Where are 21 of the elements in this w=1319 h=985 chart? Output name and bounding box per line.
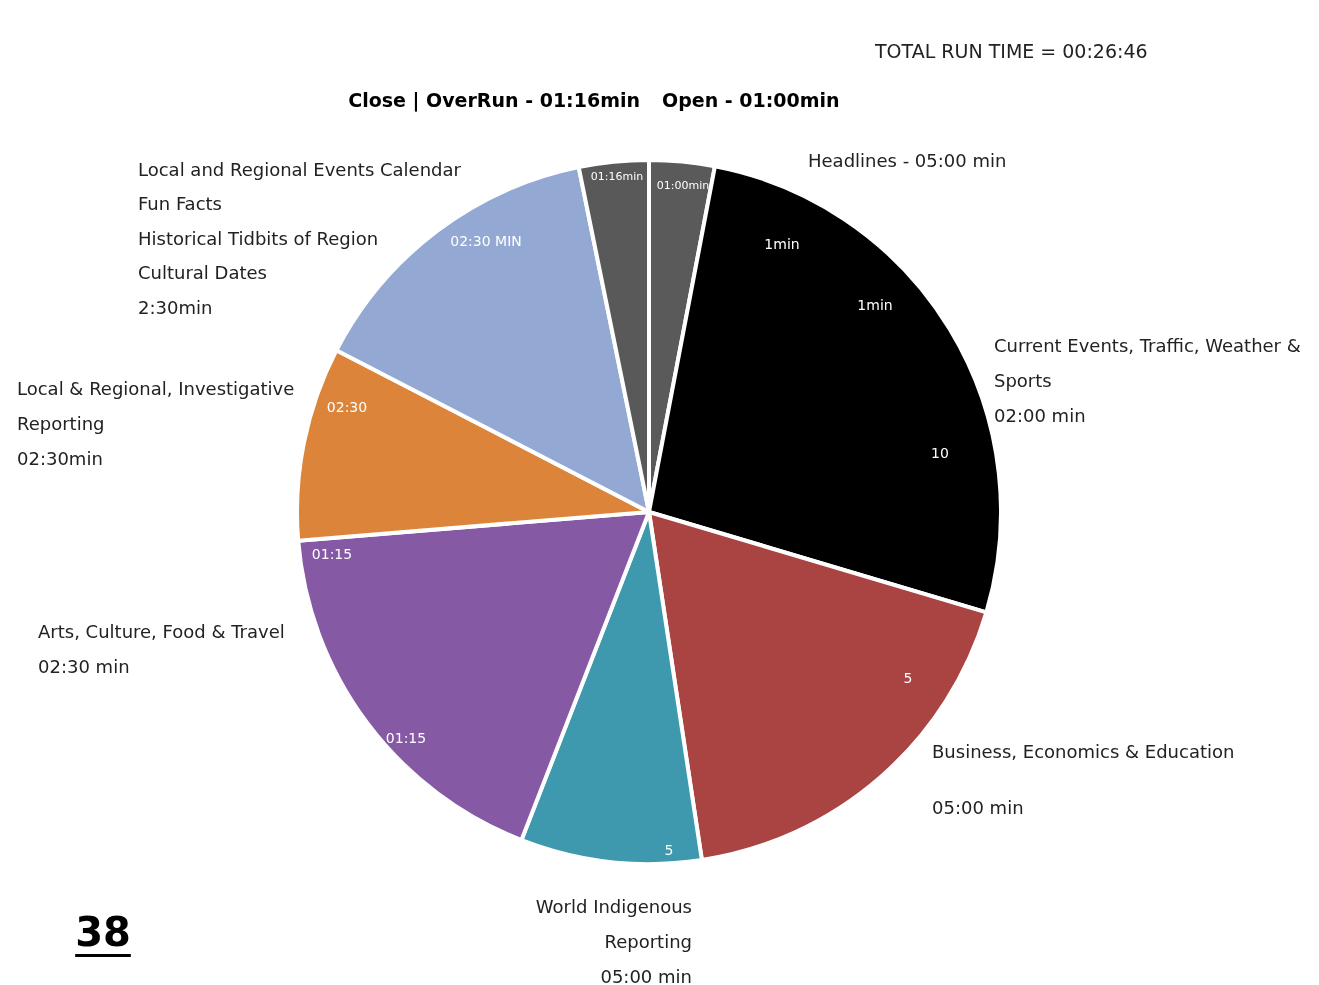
text: 5 bbox=[903, 670, 913, 686]
slice-label: Arts, Culture, Food & Travel 02:30 min bbox=[38, 620, 285, 677]
text: 38 bbox=[75, 909, 131, 955]
slice-label: Open - 01:00min bbox=[662, 89, 840, 111]
text: 10 bbox=[931, 445, 949, 461]
text: 5 bbox=[664, 842, 674, 858]
text: 01:15 bbox=[311, 546, 353, 562]
category-label: Business, Economics & Education 05:00 min bbox=[932, 740, 1235, 818]
chart-subtitle: TOTAL RUN TIME = 00:26:46 bbox=[874, 39, 1148, 62]
text: 1min bbox=[857, 297, 893, 313]
text: 02:30 MIN bbox=[450, 233, 522, 249]
slice-label: Local & Regional, Investigative Reporting 02:30min bbox=[17, 377, 295, 469]
text: 01:15 bbox=[385, 730, 427, 746]
text: 1min bbox=[764, 236, 800, 252]
slice-label: World Indigenous Reporting 05:00 min bbox=[535, 895, 692, 985]
text: 01:00min bbox=[656, 179, 710, 193]
slice-label: Headlines - 05:00 min bbox=[808, 149, 1007, 171]
text: 01:16min bbox=[590, 170, 644, 184]
text: Current Events, Traffic, Weather & Sports 02:00 min bbox=[994, 334, 1301, 426]
text: 02:30 bbox=[326, 399, 368, 415]
slice-label: Close | OverRun - 01:16min bbox=[348, 89, 640, 112]
